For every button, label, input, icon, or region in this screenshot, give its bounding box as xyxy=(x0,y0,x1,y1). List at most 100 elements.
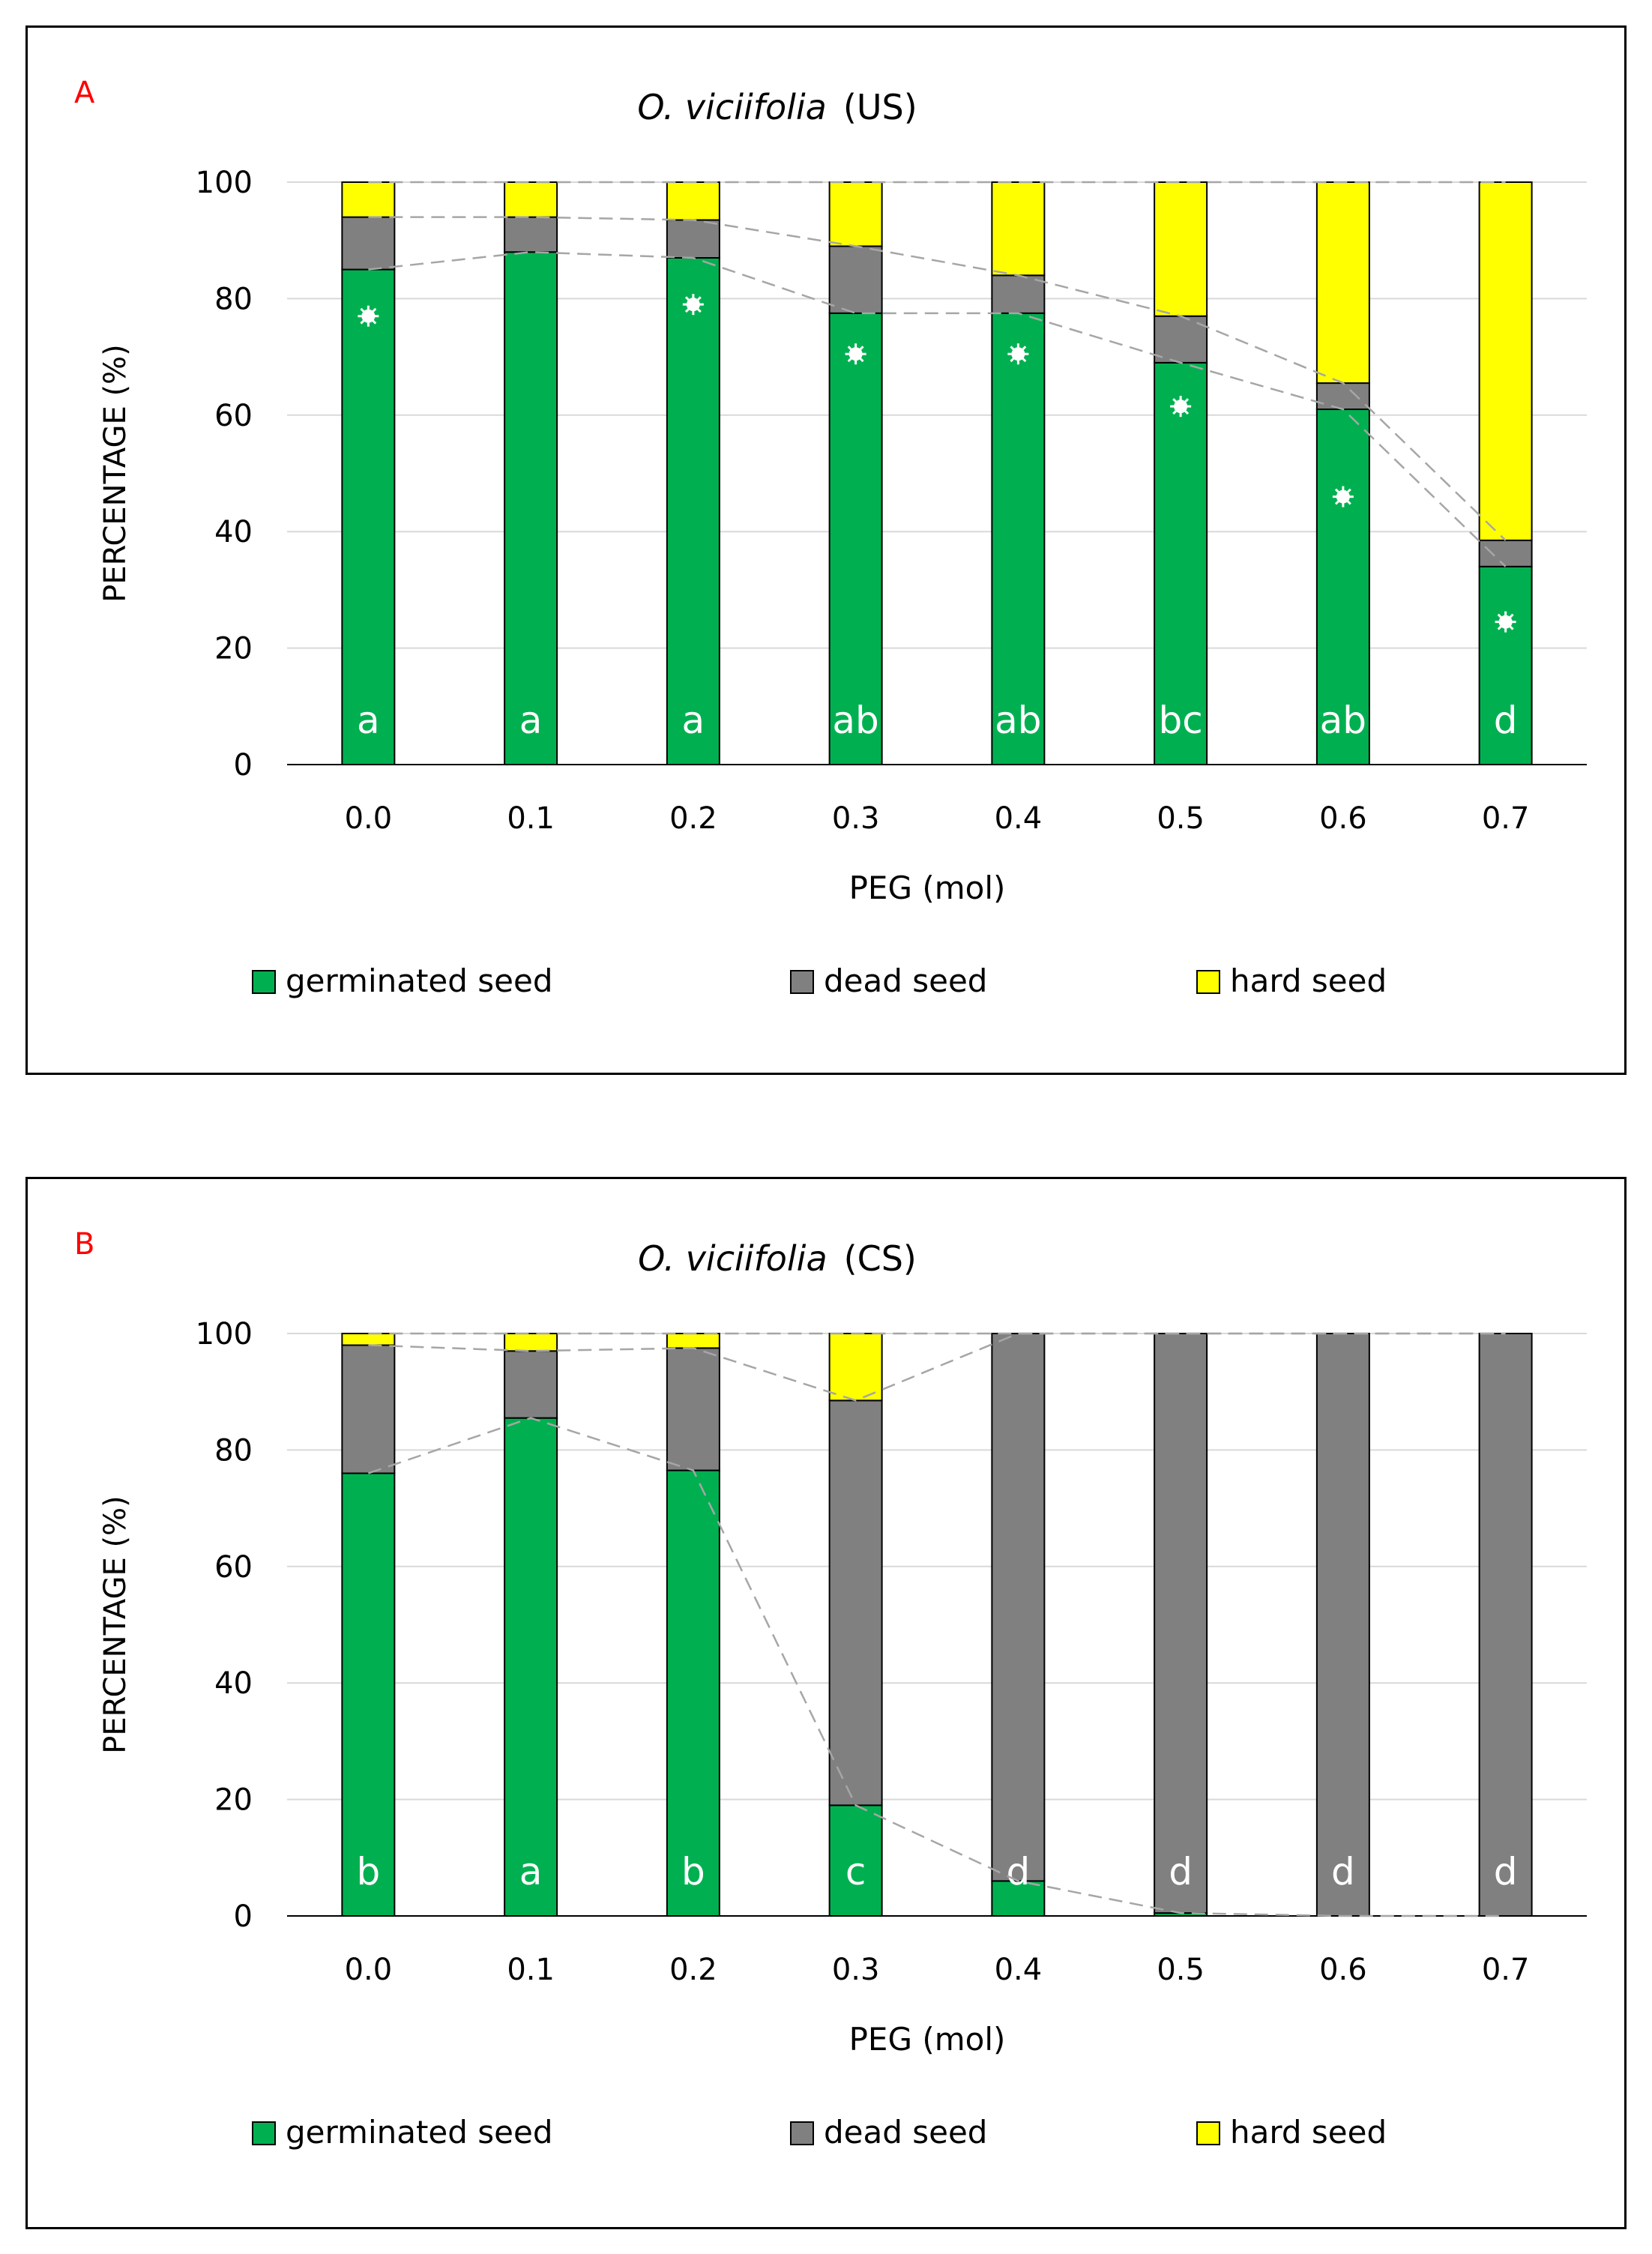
chart-b-title-species: O. viciifolia xyxy=(638,1238,827,1279)
chart-a-bar-dead-seed xyxy=(828,245,883,314)
chart-b-bar-germinated-seed xyxy=(991,1880,1046,1917)
chart-a-ytick-label: 60 xyxy=(214,399,253,433)
chart-a-significance-letter: ab xyxy=(1320,699,1366,742)
chart-a-ytick-label: 100 xyxy=(196,166,253,200)
chart-a-significance-letter: a xyxy=(682,699,705,742)
chart-a-legend-label: germinated seed xyxy=(286,962,553,999)
chart-a-connector-dead xyxy=(368,216,1507,541)
chart-a-legend-swatch xyxy=(790,970,814,994)
chart-a-legend-swatch xyxy=(1196,970,1220,994)
chart-b-bar-germinated-seed xyxy=(504,1417,558,1917)
chart-a-y-axis-label: PERCENTAGE (%) xyxy=(98,344,133,603)
chart-a-ytick-label: 20 xyxy=(214,632,253,666)
chart-a-asterisk-marker xyxy=(1495,611,1516,633)
chart-b-bar-germinated-seed xyxy=(666,1469,720,1917)
chart-a-bar-hard-seed xyxy=(828,181,883,247)
chart-a-asterisk-ray xyxy=(1010,346,1027,363)
chart-a-bar-hard-seed xyxy=(1315,181,1370,385)
chart-a-bar-germinated-seed xyxy=(991,312,1046,765)
chart-a-significance-letter: bc xyxy=(1159,699,1203,742)
chart-b-ytick-label: 0 xyxy=(234,1899,253,1934)
chart-b-xtick-label: 0.7 xyxy=(1482,1953,1530,1987)
chart-a-xtick-label: 0.0 xyxy=(345,801,393,836)
chart-a-asterisk-marker xyxy=(1170,396,1192,418)
chart-b-bar-dead-seed xyxy=(666,1347,720,1471)
chart-b-bar-hard-seed xyxy=(666,1333,720,1349)
chart-b-xtick-label: 0.6 xyxy=(1319,1953,1367,1987)
chart-b-bar-dead-seed xyxy=(1315,1333,1370,1917)
chart-a-asterisk-marker xyxy=(1332,486,1354,507)
chart-b-significance-letter: b xyxy=(357,1850,381,1893)
chart-b-bar-dead-seed xyxy=(341,1344,396,1474)
chart-b-ytick-label: 60 xyxy=(214,1550,253,1585)
chart-a-bar-hard-seed xyxy=(341,181,396,218)
chart-a-bar-dead-seed xyxy=(666,219,720,259)
chart-a-xtick-label: 0.1 xyxy=(507,801,555,836)
chart-a-bar-hard-seed xyxy=(1478,181,1533,541)
chart-a-xtick-label: 0.6 xyxy=(1319,801,1367,836)
chart-b-significance-letter: d xyxy=(1494,1850,1518,1893)
chart-b-title-suffix: (CS) xyxy=(844,1238,917,1279)
chart-b-connector-germinated xyxy=(367,1417,1506,1917)
chart-a-bar-hard-seed xyxy=(1154,181,1208,317)
chart-a-asterisk-ray xyxy=(1497,613,1514,630)
chart-a-title: O. viciifolia (US) xyxy=(637,87,917,127)
chart-a-xtick-label: 0.5 xyxy=(1157,801,1205,836)
chart-b-significance-letter: d xyxy=(1007,1850,1031,1893)
chart-b-significance-letter: a xyxy=(519,1850,543,1893)
chart-a-asterisk-marker xyxy=(1007,343,1029,365)
chart-a-asterisk-ray xyxy=(684,296,702,313)
chart-b-bar-dead-seed xyxy=(1154,1333,1208,1914)
chart-a-significance-letter: ab xyxy=(832,699,878,742)
chart-b-legend-label: dead seed xyxy=(824,2114,987,2151)
chart-a-significance-letter: a xyxy=(357,699,380,742)
chart-a-x-axis-label: PEG (mol) xyxy=(849,870,1006,906)
chart-a-asterisk-ray xyxy=(1334,488,1351,505)
chart-a-ytick-label: 40 xyxy=(214,515,253,549)
chart-a-bar-hard-seed xyxy=(991,181,1046,277)
chart-b-significance-letter: b xyxy=(681,1850,705,1893)
chart-b-legend-swatch xyxy=(1196,2121,1220,2145)
chart-a-xtick-label: 0.3 xyxy=(832,801,880,836)
chart-b-panel-label: B xyxy=(74,1227,94,1262)
chart-a-bar-germinated-seed xyxy=(1315,409,1370,765)
chart-a-bar-germinated-seed xyxy=(666,257,720,765)
chart-panel-a: A O. viciifolia (US) 0 20 40 60 80 100 PERCENTAGE… xyxy=(25,25,1627,1075)
chart-b-ytick-label: 40 xyxy=(214,1666,253,1701)
chart-b-legend-swatch xyxy=(790,2121,814,2145)
chart-a-bar-dead-seed xyxy=(504,216,558,253)
chart-a-bar-dead-seed xyxy=(991,274,1046,314)
chart-b-bar-hard-seed xyxy=(828,1333,883,1402)
chart-a-bar-germinated-seed xyxy=(828,312,883,765)
chart-a-bar-germinated-seed xyxy=(1154,361,1208,765)
chart-a-title-species: O. viciifolia xyxy=(637,87,827,127)
chart-a-legend-label: hard seed xyxy=(1230,962,1387,999)
chart-a-ytick-label: 80 xyxy=(214,282,253,316)
chart-a-asterisk-ray xyxy=(1172,398,1190,415)
chart-b-bar-hard-seed xyxy=(341,1333,396,1346)
chart-a-xtick-label: 0.4 xyxy=(995,801,1043,836)
chart-b-bar-dead-seed xyxy=(828,1399,883,1806)
chart-b-xtick-label: 0.5 xyxy=(1157,1953,1205,1987)
chart-b-bar-germinated-seed xyxy=(341,1472,396,1917)
chart-a-bar-dead-seed xyxy=(1478,539,1533,567)
chart-b-xtick-label: 0.2 xyxy=(669,1953,717,1987)
chart-b-bar-germinated-seed xyxy=(828,1804,883,1917)
chart-b-significance-letter: d xyxy=(1169,1850,1193,1893)
chart-b-y-axis-label: PERCENTAGE (%) xyxy=(98,1495,133,1754)
chart-a-asterisk-marker xyxy=(358,305,379,327)
chart-b-xtick-label: 0.0 xyxy=(345,1953,393,1987)
chart-a-panel-label: A xyxy=(74,76,95,110)
chart-a-bar-hard-seed xyxy=(504,181,558,218)
chart-a-legend-label: dead seed xyxy=(824,962,987,999)
chart-a-xtick-label: 0.7 xyxy=(1482,801,1530,836)
chart-a-svg: A O. viciifolia (US) 0 20 40 60 80 100 PERCENTAGE… xyxy=(74,76,1587,999)
chart-a-asterisk-ray xyxy=(360,307,377,325)
chart-b-legend-label: germinated seed xyxy=(286,2114,553,2151)
chart-a-legend-swatch xyxy=(252,970,276,994)
chart-b-x-axis-label: PEG (mol) xyxy=(849,2021,1006,2058)
chart-b-significance-letter: c xyxy=(845,1850,866,1893)
chart-b-significance-letter: d xyxy=(1331,1850,1355,1893)
chart-panel-b: B O. viciifolia (CS) 0 20 40 60 80 100 PERCENTAGE… xyxy=(25,1177,1627,2229)
chart-b-xtick-label: 0.3 xyxy=(832,1953,880,1987)
